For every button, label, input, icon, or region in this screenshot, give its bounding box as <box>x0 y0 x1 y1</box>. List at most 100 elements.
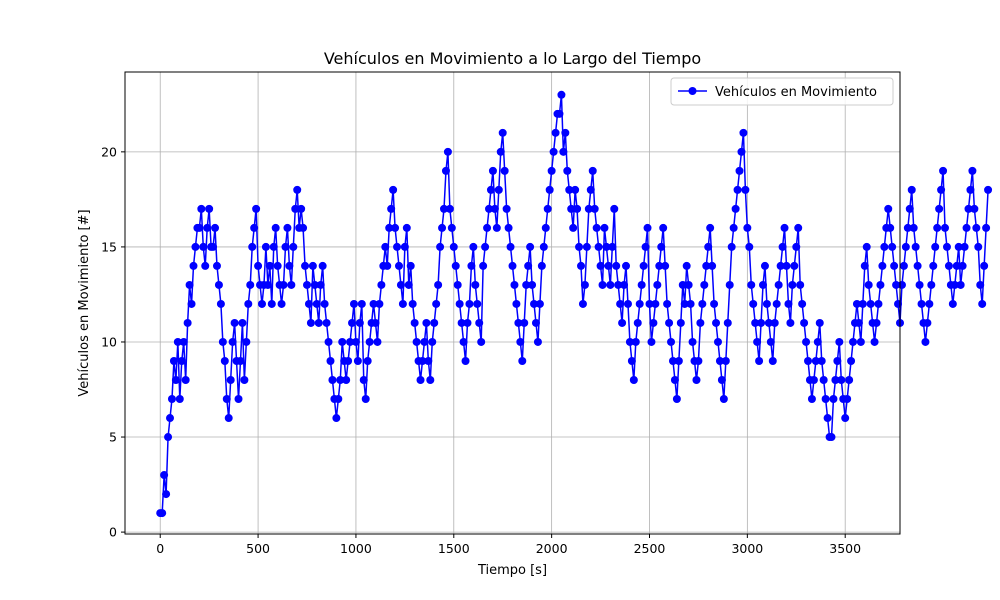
data-point <box>878 261 887 270</box>
data-point <box>819 376 828 384</box>
data-point <box>169 356 178 365</box>
data-point <box>608 242 617 251</box>
data-point <box>917 299 926 308</box>
data-point <box>849 337 858 346</box>
x-tick-label: 1500 <box>438 541 470 556</box>
data-point <box>884 204 893 213</box>
data-point <box>952 261 961 270</box>
data-point <box>931 242 940 251</box>
legend: Vehículos en Movimiento <box>670 77 894 106</box>
data-point <box>543 204 552 213</box>
data-point <box>283 223 292 232</box>
x-tick-label: 3500 <box>829 541 861 556</box>
data-point <box>843 395 852 404</box>
data-point <box>445 204 454 213</box>
plot-frame <box>124 71 901 535</box>
data-point <box>502 204 511 213</box>
data-point <box>346 337 355 346</box>
data-point <box>328 376 337 384</box>
data-point <box>899 261 908 270</box>
legend-label: Vehículos en Movimiento <box>715 85 877 100</box>
data-point <box>586 185 595 194</box>
data-point <box>715 356 724 365</box>
data-point <box>541 223 550 232</box>
data-point <box>212 261 221 270</box>
data-point <box>688 337 697 346</box>
data-point <box>455 299 464 308</box>
data-point <box>365 337 374 346</box>
legend-circle-marker <box>688 87 697 95</box>
data-point <box>244 299 253 308</box>
data-point <box>304 299 313 308</box>
data-point <box>181 376 190 384</box>
data-point <box>892 280 901 289</box>
data-point <box>234 395 243 404</box>
data-point <box>713 337 722 346</box>
data-point <box>792 242 801 251</box>
data-point <box>837 376 846 384</box>
y-tick-label: 15 <box>101 239 117 254</box>
data-point <box>187 299 196 308</box>
data-point <box>686 299 695 308</box>
data-point <box>299 223 308 232</box>
data-point <box>504 223 513 232</box>
data-point <box>903 223 912 232</box>
data-point <box>888 242 897 251</box>
data-point <box>242 337 251 346</box>
data-point <box>222 395 231 404</box>
data-point <box>737 147 746 156</box>
data-point <box>261 242 270 251</box>
data-point <box>185 280 194 289</box>
data-point <box>800 318 809 327</box>
data-point <box>600 223 609 232</box>
data-point <box>929 261 938 270</box>
data-point <box>555 109 564 118</box>
data-point <box>804 356 813 365</box>
data-point <box>573 204 582 213</box>
data-point <box>314 318 323 327</box>
data-point <box>281 242 290 251</box>
x-tick-label: 0 <box>156 541 164 556</box>
data-point <box>962 223 971 232</box>
data-point <box>944 261 953 270</box>
data-point <box>424 356 433 365</box>
data-point <box>164 433 173 442</box>
data-point <box>387 204 396 213</box>
data-point <box>760 261 769 270</box>
data-point <box>735 166 744 175</box>
data-point <box>349 299 358 308</box>
data-point <box>864 280 873 289</box>
data-point <box>524 261 533 270</box>
data-point <box>772 299 781 308</box>
data-point <box>404 280 413 289</box>
data-point <box>394 261 403 270</box>
data-point <box>852 299 861 308</box>
data-point <box>269 242 278 251</box>
x-tick-label: 3000 <box>731 541 763 556</box>
data-point <box>582 242 591 251</box>
data-point <box>320 299 329 308</box>
data-point <box>303 280 312 289</box>
data-point <box>663 299 672 308</box>
data-point <box>488 166 497 175</box>
data-point <box>876 280 885 289</box>
data-point <box>240 376 249 384</box>
data-point <box>684 280 693 289</box>
data-point <box>796 280 805 289</box>
data-point <box>749 299 758 308</box>
data-point <box>537 261 546 270</box>
data-point <box>408 299 417 308</box>
data-point <box>622 261 631 270</box>
data-point <box>363 356 372 365</box>
data-point <box>483 223 492 232</box>
data-point <box>191 242 200 251</box>
data-point <box>721 356 730 365</box>
x-tick-label: 2500 <box>634 541 666 556</box>
data-point <box>373 337 382 346</box>
data-point <box>668 356 677 365</box>
data-point <box>551 128 560 137</box>
data-point <box>809 376 818 384</box>
data-point <box>559 147 568 156</box>
data-point <box>492 223 501 232</box>
data-point <box>477 337 486 346</box>
